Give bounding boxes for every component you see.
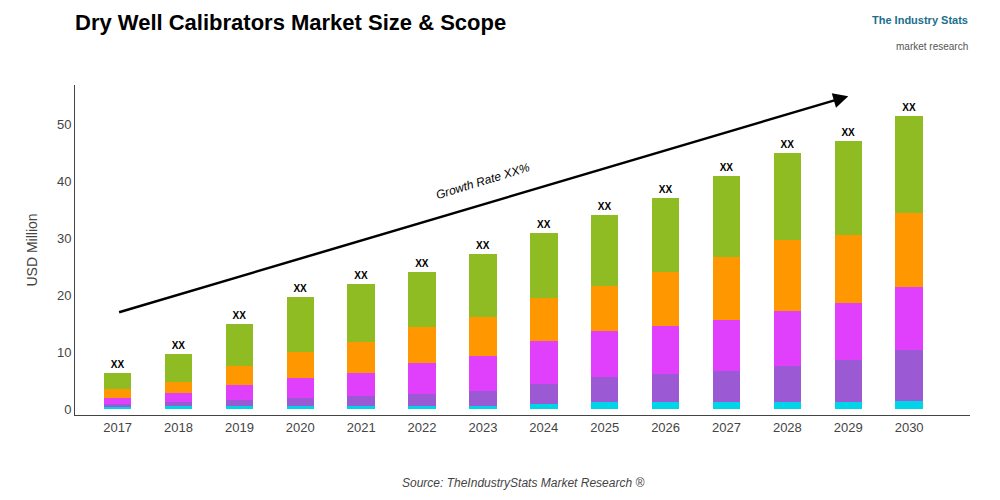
svg-text:0: 0 [64, 402, 71, 417]
svg-text:2024: 2024 [529, 420, 558, 435]
svg-text:XX: XX [902, 102, 916, 113]
svg-text:XX: XX [659, 184, 673, 195]
svg-text:2026: 2026 [651, 420, 680, 435]
svg-text:XX: XX [841, 127, 855, 138]
svg-text:XX: XX [354, 270, 368, 281]
svg-text:XX: XX [476, 240, 490, 251]
svg-text:2030: 2030 [895, 420, 924, 435]
svg-text:2029: 2029 [834, 420, 863, 435]
svg-text:Source: TheIndustryStats Marke: Source: TheIndustryStats Market Research… [402, 476, 644, 490]
svg-text:XX: XX [781, 139, 795, 150]
svg-text:XX: XX [293, 283, 307, 294]
svg-text:2023: 2023 [468, 420, 497, 435]
svg-text:USD Million: USD Million [24, 213, 40, 286]
svg-text:40: 40 [57, 174, 71, 189]
svg-text:XX: XX [172, 340, 186, 351]
svg-text:2021: 2021 [347, 420, 376, 435]
svg-text:2027: 2027 [712, 420, 741, 435]
svg-text:2025: 2025 [590, 420, 619, 435]
svg-text:XX: XX [415, 258, 429, 269]
svg-text:50: 50 [57, 117, 71, 132]
svg-text:market research: market research [896, 41, 968, 52]
svg-text:Dry Well Calibrators Market Si: Dry Well Calibrators Market Size & Scope [75, 10, 506, 35]
svg-text:2018: 2018 [164, 420, 193, 435]
svg-text:XX: XX [720, 162, 734, 173]
svg-text:30: 30 [57, 231, 71, 246]
svg-text:XX: XX [233, 310, 247, 321]
svg-text:2020: 2020 [286, 420, 315, 435]
svg-text:2019: 2019 [225, 420, 254, 435]
svg-text:2028: 2028 [773, 420, 802, 435]
svg-text:The Industry Stats: The Industry Stats [872, 14, 968, 26]
svg-text:XX: XX [598, 201, 612, 212]
svg-text:XX: XX [537, 219, 551, 230]
svg-text:XX: XX [111, 359, 125, 370]
svg-text:10: 10 [57, 345, 71, 360]
svg-text:2022: 2022 [408, 420, 437, 435]
svg-text:2017: 2017 [103, 420, 132, 435]
svg-text:Growth Rate XX%: Growth Rate XX% [434, 160, 532, 202]
svg-text:20: 20 [57, 288, 71, 303]
